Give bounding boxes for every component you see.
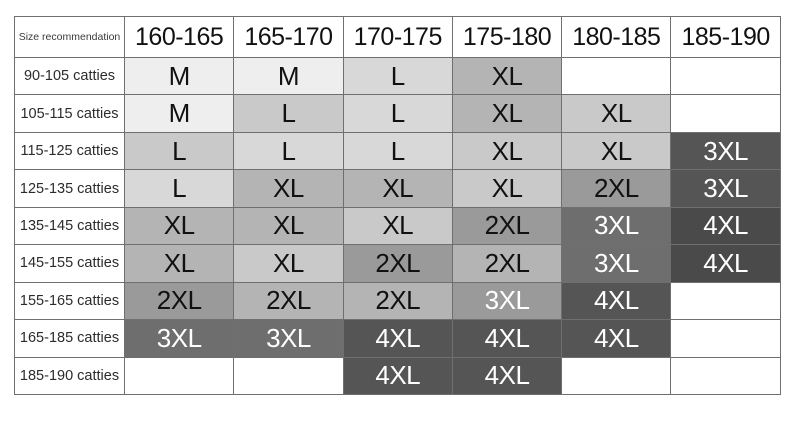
column-header-3: 170-175 bbox=[342, 16, 453, 58]
size-cell-r2-c6 bbox=[670, 94, 781, 133]
size-cell-r1-c2: M bbox=[233, 56, 344, 96]
size-cell-r4-c4: XL bbox=[451, 169, 563, 208]
size-cell-r3-c4: XL bbox=[451, 131, 563, 171]
table-header-row: Size recommendation 160-165 165-170 170-175… bbox=[14, 16, 781, 58]
column-header-4: 175-180 bbox=[451, 16, 563, 58]
table-row: 155-165 catties 2XL 2XL 2XL 3XL 4XL bbox=[14, 281, 781, 321]
size-cell-r2-c3: L bbox=[342, 94, 453, 133]
table-row: 135-145 catties XL XL XL 2XL 3XL 4XL bbox=[14, 206, 781, 246]
size-cell-r4-c3: XL bbox=[342, 169, 453, 208]
size-cell-r8-c2: 3XL bbox=[233, 319, 344, 358]
size-cell-r7-c5: 4XL bbox=[561, 281, 672, 321]
column-header-1: 160-165 bbox=[123, 16, 235, 58]
size-cell-r7-c4: 3XL bbox=[451, 281, 563, 321]
size-cell-r3-c2: L bbox=[233, 131, 344, 171]
size-cell-r9-c3: 4XL bbox=[342, 356, 453, 395]
size-cell-r2-c1: M bbox=[123, 94, 235, 133]
size-cell-r8-c5: 4XL bbox=[561, 319, 672, 358]
size-cell-r8-c3: 4XL bbox=[342, 319, 453, 358]
size-cell-r8-c4: 4XL bbox=[451, 319, 563, 358]
table-row: 90-105 catties M M L XL bbox=[14, 56, 781, 96]
size-cell-r5-c6: 4XL bbox=[670, 206, 781, 246]
size-cell-r6-c4: 2XL bbox=[451, 244, 563, 283]
size-cell-r6-c2: XL bbox=[233, 244, 344, 283]
table-row: 105-115 catties M L L XL XL bbox=[14, 94, 781, 133]
row-header-3: 115-125 catties bbox=[14, 131, 125, 171]
row-header-6: 145-155 catties bbox=[14, 244, 125, 283]
size-cell-r3-c5: XL bbox=[561, 131, 672, 171]
size-cell-r1-c6 bbox=[670, 56, 781, 96]
size-cell-r1-c4: XL bbox=[451, 56, 563, 96]
size-cell-r2-c5: XL bbox=[561, 94, 672, 133]
size-cell-r4-c1: L bbox=[123, 169, 235, 208]
size-cell-r4-c2: XL bbox=[233, 169, 344, 208]
size-cell-r5-c5: 3XL bbox=[561, 206, 672, 246]
row-header-8: 165-185 catties bbox=[14, 319, 125, 358]
size-cell-r7-c2: 2XL bbox=[233, 281, 344, 321]
size-cell-r1-c1: M bbox=[123, 56, 235, 96]
row-header-2: 105-115 catties bbox=[14, 94, 125, 133]
size-cell-r6-c1: XL bbox=[123, 244, 235, 283]
size-cell-r1-c5 bbox=[561, 56, 672, 96]
size-cell-r3-c1: L bbox=[123, 131, 235, 171]
row-header-9: 185-190 catties bbox=[14, 356, 125, 395]
size-cell-r4-c6: 3XL bbox=[670, 169, 781, 208]
size-cell-r7-c3: 2XL bbox=[342, 281, 453, 321]
row-header-5: 135-145 catties bbox=[14, 206, 125, 246]
size-cell-r6-c5: 3XL bbox=[561, 244, 672, 283]
size-recommendation-table: Size recommendation 160-165 165-170 170-175… bbox=[14, 16, 781, 395]
size-cell-r2-c2: L bbox=[233, 94, 344, 133]
size-cell-r2-c4: XL bbox=[451, 94, 563, 133]
size-cell-r1-c3: L bbox=[342, 56, 453, 96]
row-header-4: 125-135 catties bbox=[14, 169, 125, 208]
size-cell-r9-c6 bbox=[670, 356, 781, 395]
size-cell-r9-c2 bbox=[233, 356, 344, 395]
size-cell-r7-c6 bbox=[670, 281, 781, 321]
size-cell-r9-c4: 4XL bbox=[451, 356, 563, 395]
row-header-7: 155-165 catties bbox=[14, 281, 125, 321]
table-row: 165-185 catties 3XL 3XL 4XL 4XL 4XL bbox=[14, 319, 781, 358]
table-row: 185-190 catties 4XL 4XL bbox=[14, 356, 781, 395]
size-cell-r5-c3: XL bbox=[342, 206, 453, 246]
size-cell-r9-c1 bbox=[123, 356, 235, 395]
table-row: 125-135 catties L XL XL XL 2XL 3XL bbox=[14, 169, 781, 208]
table-row: 115-125 catties L L L XL XL 3XL bbox=[14, 131, 781, 171]
size-cell-r5-c2: XL bbox=[233, 206, 344, 246]
size-cell-r3-c6: 3XL bbox=[670, 131, 781, 171]
size-cell-r7-c1: 2XL bbox=[123, 281, 235, 321]
column-header-5: 180-185 bbox=[561, 16, 672, 58]
row-header-1: 90-105 catties bbox=[14, 56, 125, 96]
size-cell-r4-c5: 2XL bbox=[561, 169, 672, 208]
size-cell-r9-c5 bbox=[561, 356, 672, 395]
size-cell-r8-c6 bbox=[670, 319, 781, 358]
size-cell-r8-c1: 3XL bbox=[123, 319, 235, 358]
column-header-2: 165-170 bbox=[233, 16, 344, 58]
table-row: 145-155 catties XL XL 2XL 2XL 3XL 4XL bbox=[14, 244, 781, 283]
size-cell-r5-c4: 2XL bbox=[451, 206, 563, 246]
size-cell-r6-c3: 2XL bbox=[342, 244, 453, 283]
size-cell-r6-c6: 4XL bbox=[670, 244, 781, 283]
corner-label: Size recommendation bbox=[14, 16, 125, 58]
size-cell-r3-c3: L bbox=[342, 131, 453, 171]
size-recommendation-chart: Size recommendation 160-165 165-170 170-175… bbox=[14, 16, 781, 395]
size-cell-r5-c1: XL bbox=[123, 206, 235, 246]
column-header-6: 185-190 bbox=[670, 16, 781, 58]
